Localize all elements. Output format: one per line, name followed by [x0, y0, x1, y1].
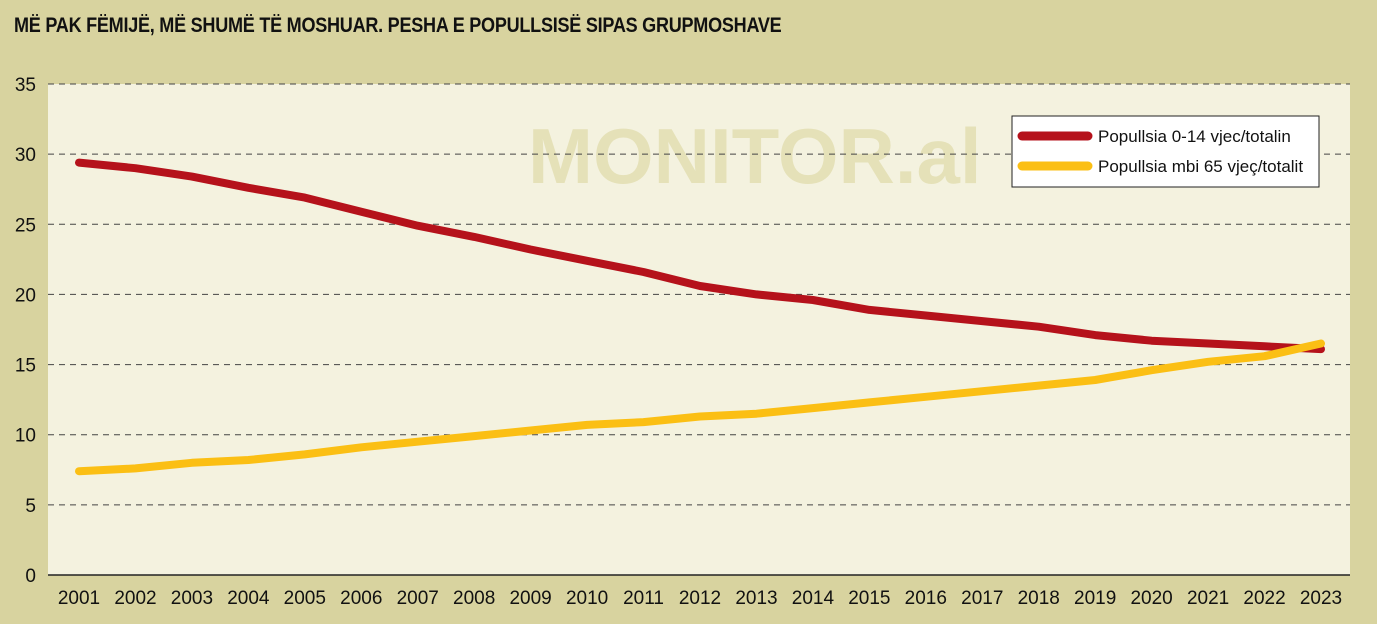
series-lines	[75, 158, 1325, 476]
y-tick-label: 5	[25, 496, 36, 517]
x-tick-label: 2010	[566, 588, 608, 609]
y-tick-label: 30	[15, 145, 36, 166]
x-tick-label: 2012	[679, 588, 721, 609]
y-tick-label: 25	[15, 215, 36, 236]
y-tick-label: 20	[15, 285, 36, 306]
x-tick-label: 2022	[1243, 588, 1285, 609]
x-tick-label: 2008	[453, 588, 495, 609]
x-tick-label: 2021	[1187, 588, 1229, 609]
x-tick-label: 2011	[623, 588, 664, 609]
x-tick-label: 2017	[961, 588, 1003, 609]
x-tick-label: 2003	[171, 588, 213, 609]
x-tick-label: 2013	[735, 588, 777, 609]
y-tick-label: 35	[15, 75, 36, 96]
y-axis-ticks: 0 5 10 15 20 25 30 35	[15, 75, 36, 587]
x-tick-label: 2016	[905, 588, 947, 609]
chart-title: MË PAK FËMIJË, MË SHUMË TË MOSHUAR. PESH…	[14, 14, 782, 37]
series-line-2	[75, 339, 1325, 476]
y-tick-label: 10	[15, 426, 36, 447]
x-tick-label: 2019	[1074, 588, 1116, 609]
x-tick-label: 2020	[1130, 588, 1172, 609]
x-tick-label: 2023	[1300, 588, 1342, 609]
x-tick-label: 2001	[58, 588, 100, 609]
x-tick-label: 2018	[1018, 588, 1060, 609]
y-tick-label: 15	[15, 356, 36, 377]
x-tick-label: 2009	[509, 588, 551, 609]
x-tick-label: 2004	[227, 588, 270, 609]
legend-label-1: Popullsia 0-14 vjec/totalin	[1098, 127, 1291, 146]
legend: Popullsia 0-14 vjec/totalin Popullsia mbi…	[1011, 115, 1320, 188]
y-tick-label: 0	[25, 566, 36, 587]
x-tick-label: 2014	[792, 588, 835, 609]
legend-box	[1011, 115, 1320, 188]
x-axis-ticks: 2001 2002 2003 2004 2005 2006 2007 2008 2009 2010…	[58, 588, 1342, 609]
x-tick-label: 2002	[114, 588, 156, 609]
x-tick-label: 2006	[340, 588, 382, 609]
x-tick-label: 2015	[848, 588, 890, 609]
grid-lines	[48, 83, 1350, 576]
legend-label-2: Popullsia mbi 65 vjeç/totalit	[1098, 157, 1303, 176]
x-tick-label: 2007	[397, 588, 439, 609]
watermark-text: MONITOR.al	[528, 112, 982, 200]
series-line-1	[75, 158, 1325, 354]
x-tick-label: 2005	[284, 588, 326, 609]
